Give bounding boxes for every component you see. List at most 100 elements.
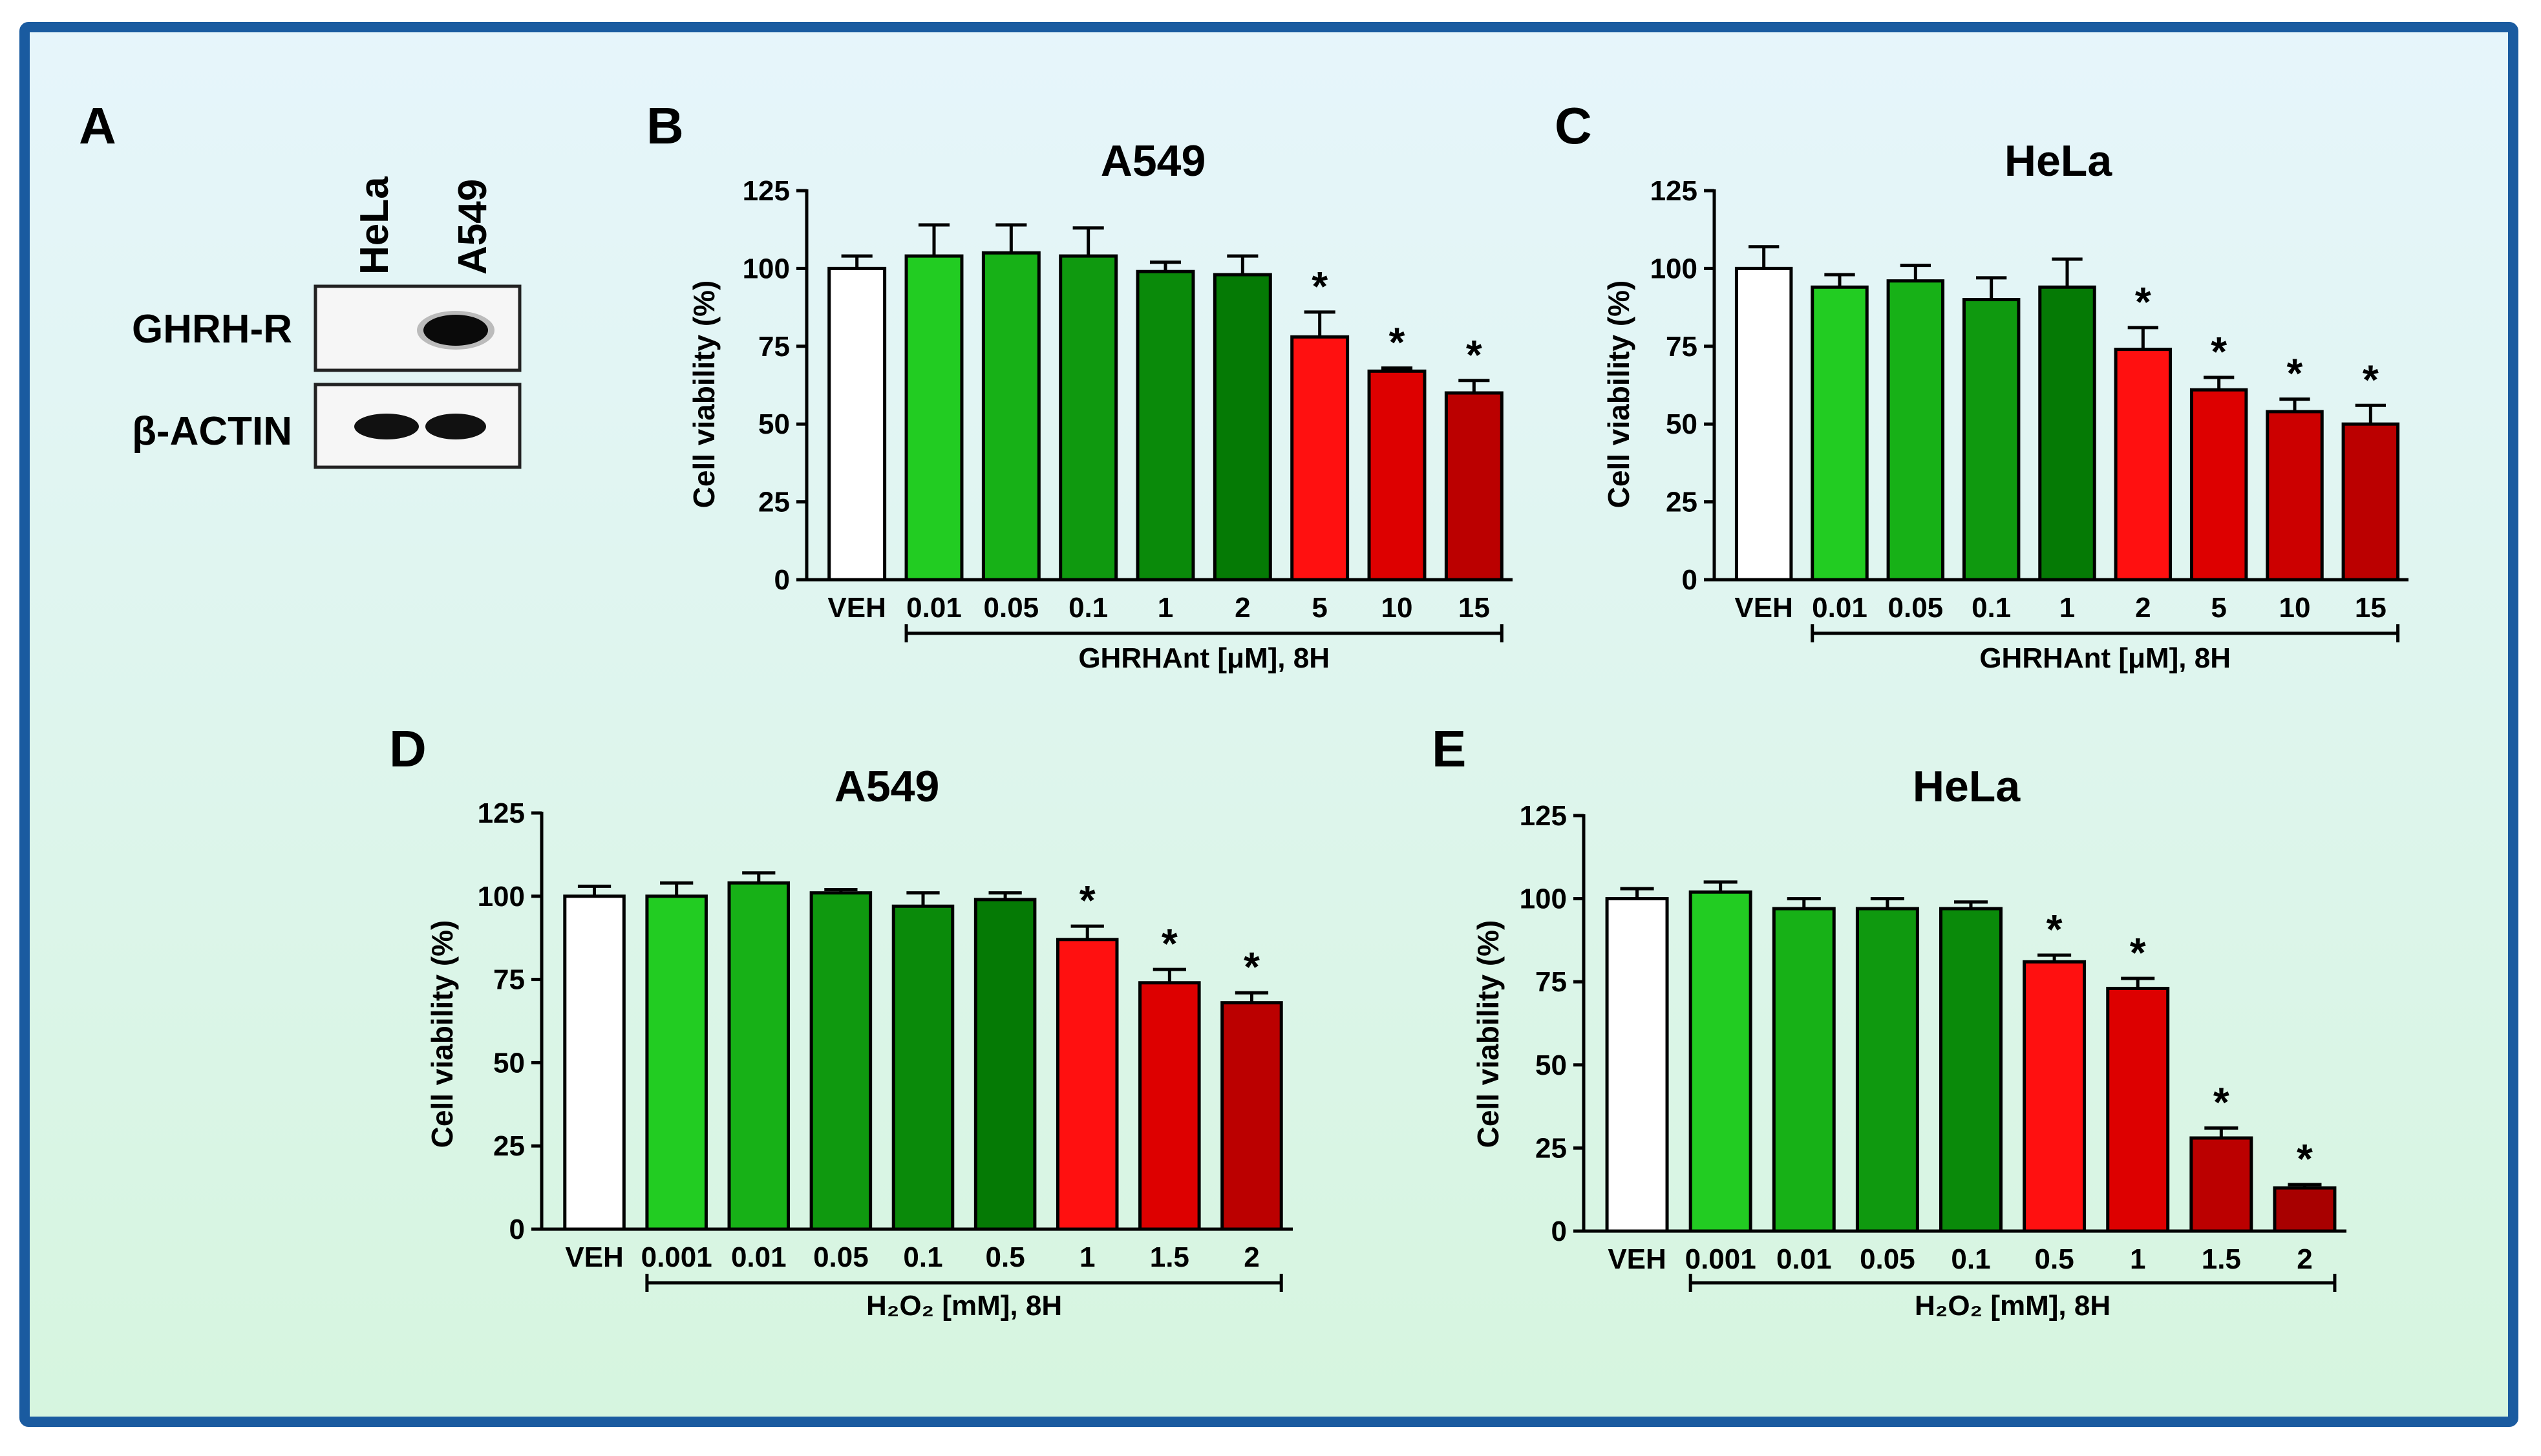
- significance-marker: *: [2363, 356, 2379, 403]
- bar: [1734, 266, 1793, 582]
- bar: [1886, 279, 1945, 582]
- y-axis-label: Cell viability (%): [687, 280, 721, 509]
- bar: [1939, 907, 2003, 1233]
- blot-band-halo: [417, 311, 494, 350]
- blot-lane-label: A549: [451, 179, 495, 275]
- bar: [2189, 388, 2248, 582]
- x-tick-label: 5: [2211, 592, 2226, 624]
- bar: [1059, 254, 1118, 582]
- bar: [2114, 348, 2173, 582]
- western-blot-panel: A HeLa A549 GHRH-R β-ACTIN: [79, 97, 522, 469]
- x-tick-label: 1: [2059, 592, 2075, 624]
- bar: [1444, 391, 1504, 582]
- y-tick-label: 25: [758, 487, 790, 518]
- y-tick-label: 125: [743, 175, 790, 207]
- x-tick-label: 0.01: [731, 1241, 787, 1273]
- chart-title: HeLa: [2004, 136, 2112, 185]
- y-tick-label: 0: [1551, 1216, 1567, 1247]
- bar: [2266, 410, 2324, 582]
- x-axis-label: H₂O₂ [mM], 8H: [1915, 1290, 2110, 1322]
- x-tick-label: 0.05: [984, 592, 1039, 624]
- y-tick-label: 0: [509, 1214, 525, 1245]
- bar: [1138, 981, 1201, 1231]
- x-tick-label: 5: [1312, 592, 1327, 624]
- y-tick-label: 50: [1666, 408, 1697, 440]
- x-axis-label: GHRHAnt [μM], 8H: [1078, 642, 1330, 674]
- x-tick-label: 0.01: [1776, 1243, 1832, 1275]
- significance-marker: *: [1312, 263, 1328, 310]
- y-axis-label: Cell viability (%): [1471, 920, 1505, 1148]
- chart-title: A549: [835, 762, 940, 811]
- y-tick-label: 0: [774, 564, 790, 596]
- y-tick-label: 125: [478, 797, 525, 829]
- x-axis-label: H₂O₂ [mM], 8H: [866, 1290, 1062, 1322]
- bar: [2273, 1186, 2337, 1233]
- bar: [2189, 1136, 2253, 1233]
- bar: [1367, 369, 1427, 582]
- x-tick-label: 0.01: [906, 592, 962, 624]
- blot-band: [423, 315, 488, 346]
- significance-marker: *: [1079, 877, 1096, 923]
- x-tick-label: 2: [2135, 592, 2151, 624]
- y-tick-label: 125: [1520, 800, 1567, 832]
- y-tick-label: 75: [493, 964, 525, 996]
- x-tick-label: 1: [2130, 1243, 2145, 1275]
- y-tick-label: 50: [758, 408, 790, 440]
- significance-marker: *: [2297, 1135, 2313, 1182]
- bar: [2023, 960, 2087, 1233]
- bar: [2038, 285, 2096, 582]
- x-tick-label: 0.1: [1972, 592, 2011, 624]
- blot-row-label: β-ACTIN: [132, 409, 292, 454]
- x-tick-label: 0.1: [903, 1241, 942, 1273]
- bar: [1220, 1001, 1283, 1231]
- significance-marker: *: [1244, 944, 1260, 990]
- x-tick-label: 2: [1244, 1241, 1259, 1273]
- blot-lane-label: HeLa: [352, 176, 397, 275]
- y-tick-label: 100: [1650, 253, 1697, 284]
- bar: [1056, 938, 1119, 1231]
- bar: [1136, 269, 1195, 582]
- significance-marker: *: [2211, 328, 2227, 375]
- bar: [1772, 907, 1836, 1233]
- y-axis-label: Cell viability (%): [425, 920, 459, 1148]
- y-tick-label: 100: [478, 881, 525, 913]
- chart-title: A549: [1101, 136, 1206, 185]
- y-tick-label: 75: [1666, 331, 1697, 363]
- x-tick-label: 0.05: [1860, 1243, 1915, 1275]
- x-tick-label: 0.1: [1068, 592, 1108, 624]
- x-tick-label: 2: [2297, 1243, 2312, 1275]
- chart-panel-d: D A549 0 25 50 75 100 125 Cell viability (%) VEH 0…: [389, 720, 1293, 1322]
- chart-panel-e: E HeLa 0 25 50 75 100 125 Cell viability (%) VEH 0…: [1432, 720, 2346, 1322]
- bar: [904, 254, 964, 582]
- panel-letter: D: [389, 720, 427, 777]
- x-tick-label: 0.05: [1888, 592, 1944, 624]
- x-tick-label: VEH: [827, 592, 886, 624]
- bar: [981, 251, 1041, 582]
- x-tick-label: VEH: [565, 1241, 623, 1273]
- x-axis-label: GHRHAnt [μM], 8H: [1979, 642, 2231, 674]
- blot-row-label: GHRH-R: [132, 307, 292, 352]
- bar: [1290, 335, 1350, 582]
- x-tick-label: 0.001: [641, 1241, 712, 1273]
- chart-title: HeLa: [1913, 762, 2021, 811]
- x-tick-label: 1.5: [2202, 1243, 2241, 1275]
- y-tick-label: 25: [1535, 1132, 1567, 1164]
- x-tick-label: VEH: [1734, 592, 1792, 624]
- bar: [1213, 273, 1272, 582]
- bar: [973, 898, 1037, 1231]
- panel-letter: E: [1432, 720, 1466, 777]
- significance-marker: *: [2287, 350, 2303, 397]
- y-tick-label: 25: [493, 1130, 525, 1162]
- x-tick-label: 1: [1079, 1241, 1095, 1273]
- significance-marker: *: [1466, 332, 1482, 378]
- y-tick-label: 100: [743, 253, 790, 284]
- bar: [1688, 890, 1752, 1233]
- bar: [2106, 986, 2170, 1233]
- y-tick-label: 25: [1666, 487, 1697, 518]
- y-axis-label: Cell viability (%): [1602, 280, 1635, 509]
- y-tick-label: 50: [1535, 1050, 1567, 1081]
- bar: [1855, 907, 1919, 1233]
